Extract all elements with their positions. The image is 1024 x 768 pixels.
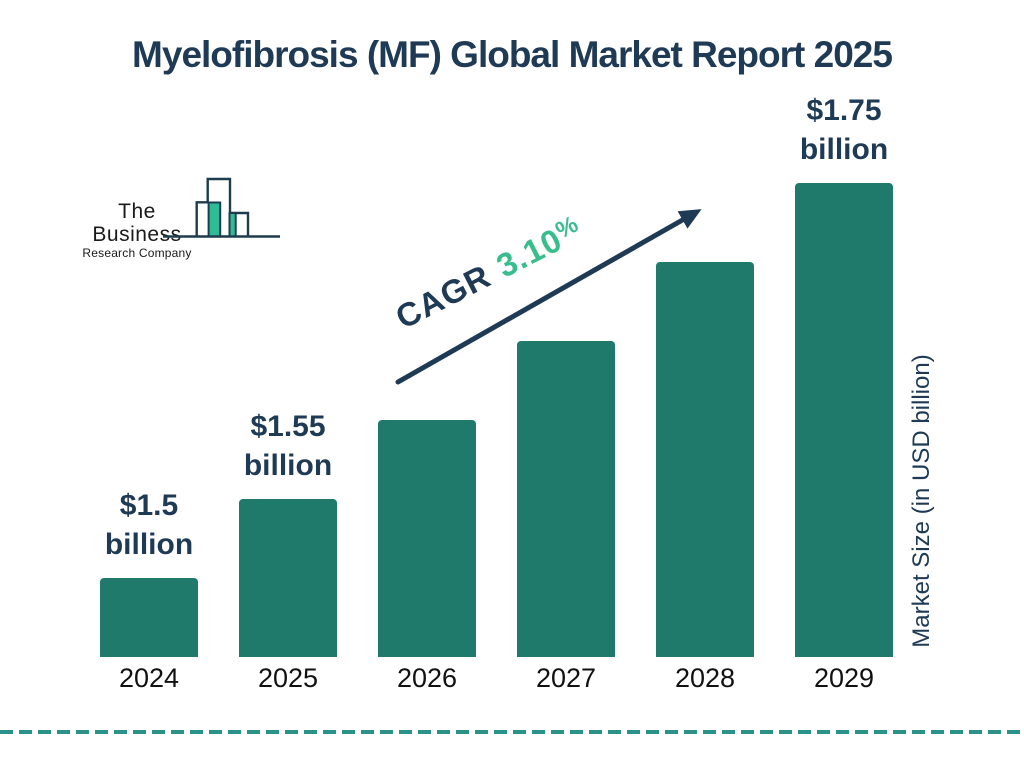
x-tick-2024: 2024 [118,663,180,693]
bar-value-label-2029: $1.75 billion [764,91,924,169]
bar-value-unit: billion [799,133,889,166]
bottom-dashed-line [0,730,1024,734]
company-logo-name: The Business [92,200,182,246]
bar-value-label-2024: $1.5 billion [69,486,229,564]
bar-2024 [100,578,198,657]
company-logo: The Business Research Company [75,176,290,260]
logo-bars-icon [163,177,280,238]
bar-value-unit: billion [104,528,194,561]
x-tick-2029: 2029 [813,663,875,693]
bar-2025 [239,499,337,657]
x-tick-2027: 2027 [535,663,597,693]
bar-value-unit: billion [243,449,333,482]
page-title: Myelofibrosis (MF) Global Market Report … [132,34,893,75]
x-tick-2028: 2028 [674,663,736,693]
cagr-label: CAGR [389,256,497,336]
cagr-annotation: CAGR3.10% [386,203,588,335]
company-logo-text: The Business Research Company [75,200,199,260]
company-logo-subname: Research Company [82,246,192,260]
bar-value-amount: $1.75 [806,94,882,127]
bar-value-amount: $1.55 [250,410,326,443]
bar-2026 [378,420,476,657]
y-axis-label: Market Size (in USD billion) [908,354,935,648]
bar-value-label-2025: $1.55 billion [208,407,368,485]
bar-value-amount: $1.5 [119,489,179,522]
x-tick-2026: 2026 [396,663,458,693]
bar-2029 [795,183,893,657]
bar-2027 [517,341,615,657]
bar-2028 [656,262,754,657]
x-tick-2025: 2025 [257,663,319,693]
